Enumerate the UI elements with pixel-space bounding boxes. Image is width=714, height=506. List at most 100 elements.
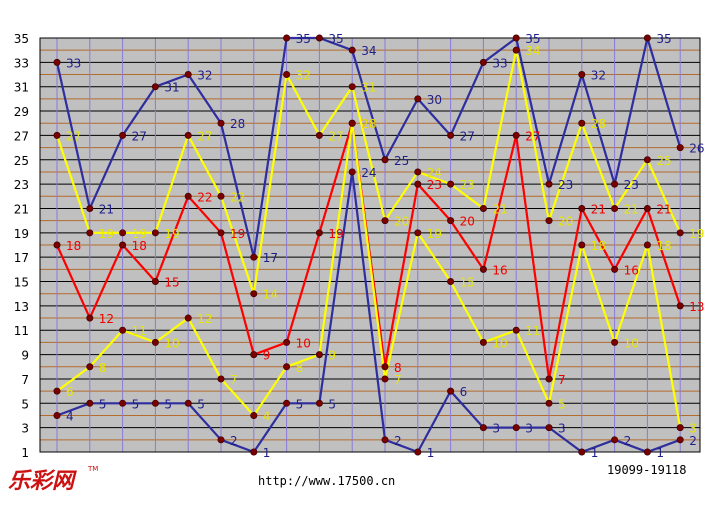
data-point	[151, 83, 159, 91]
data-label: 27	[328, 129, 343, 143]
data-label: 5	[132, 397, 140, 411]
y-tick-label: 3	[21, 422, 29, 436]
data-point	[545, 217, 553, 225]
data-point	[545, 424, 553, 432]
series-line	[55, 49, 682, 295]
data-label: 9	[263, 349, 271, 363]
data-point	[578, 448, 586, 456]
data-label: 27	[66, 129, 81, 143]
data-label: 2	[689, 434, 697, 448]
data-point	[184, 399, 192, 407]
data-point	[53, 387, 61, 395]
data-label: 2	[394, 434, 402, 448]
data-point	[250, 411, 258, 419]
data-point	[676, 144, 684, 152]
data-point	[512, 424, 520, 432]
data-label: 5	[328, 397, 336, 411]
data-label: 5	[558, 397, 566, 411]
data-label: 21	[99, 202, 114, 216]
data-label: 23	[427, 178, 442, 192]
data-point	[643, 34, 651, 42]
series-line	[55, 36, 682, 259]
data-label: 3	[525, 422, 533, 436]
data-point	[86, 204, 94, 212]
data-point	[512, 46, 520, 54]
data-point	[217, 119, 225, 127]
data-point	[250, 290, 258, 298]
data-label: 35	[525, 32, 540, 46]
data-label: 18	[656, 239, 671, 253]
data-point	[676, 436, 684, 444]
data-point	[348, 46, 356, 54]
data-label: 19	[328, 227, 343, 241]
data-label: 6	[66, 385, 74, 399]
data-label: 19	[427, 227, 442, 241]
data-point	[643, 204, 651, 212]
data-point	[86, 229, 94, 237]
data-point	[611, 204, 619, 212]
data-label: 34	[525, 44, 540, 58]
data-point	[53, 58, 61, 66]
data-point	[348, 83, 356, 91]
data-label: 35	[656, 32, 671, 46]
data-point	[184, 131, 192, 139]
y-tick-label: 13	[14, 300, 29, 314]
data-point	[283, 34, 291, 42]
data-label: 18	[591, 239, 606, 253]
data-label: 21	[492, 202, 507, 216]
y-tick-label: 23	[14, 178, 29, 192]
data-label: 32	[197, 69, 212, 83]
data-label: 22	[197, 190, 212, 204]
y-tick-label: 19	[14, 227, 29, 241]
data-label: 2	[624, 434, 632, 448]
data-point	[414, 180, 422, 188]
data-label: 1	[427, 446, 435, 460]
data-point	[611, 436, 619, 444]
data-label: 28	[361, 117, 376, 131]
data-point	[414, 95, 422, 103]
data-label: 5	[99, 397, 107, 411]
data-label: 7	[230, 373, 238, 387]
data-label: 12	[99, 312, 114, 326]
y-tick-label: 7	[21, 373, 29, 387]
y-tick-label: 31	[14, 81, 29, 95]
data-point	[643, 156, 651, 164]
data-point	[315, 351, 323, 359]
data-point	[479, 424, 487, 432]
data-label: 34	[361, 44, 376, 58]
data-label: 27	[197, 129, 212, 143]
data-label: 27	[525, 129, 540, 143]
data-point	[151, 399, 159, 407]
data-point	[217, 192, 225, 200]
data-label: 7	[558, 373, 566, 387]
data-point	[381, 156, 389, 164]
y-tick-label: 35	[14, 32, 29, 46]
data-label: 22	[230, 190, 245, 204]
data-point	[184, 192, 192, 200]
y-tick-label: 21	[14, 202, 29, 216]
y-tick-label: 25	[14, 154, 29, 168]
data-point	[479, 58, 487, 66]
data-label: 5	[296, 397, 304, 411]
data-point	[151, 278, 159, 286]
data-label: 13	[689, 300, 704, 314]
y-tick-label: 11	[14, 324, 29, 338]
data-label: 20	[394, 215, 409, 229]
data-label: 1	[656, 446, 664, 460]
data-point	[53, 131, 61, 139]
data-label: 35	[296, 32, 311, 46]
data-label: 26	[689, 142, 704, 156]
data-point	[217, 229, 225, 237]
data-point	[86, 399, 94, 407]
data-point	[348, 119, 356, 127]
data-point	[381, 436, 389, 444]
data-label: 3	[558, 422, 566, 436]
data-label: 28	[230, 117, 245, 131]
data-label: 3	[492, 422, 500, 436]
data-label: 10	[164, 336, 179, 350]
data-point	[381, 375, 389, 383]
data-point	[184, 71, 192, 79]
data-point	[447, 217, 455, 225]
y-tick-label: 17	[14, 251, 29, 265]
